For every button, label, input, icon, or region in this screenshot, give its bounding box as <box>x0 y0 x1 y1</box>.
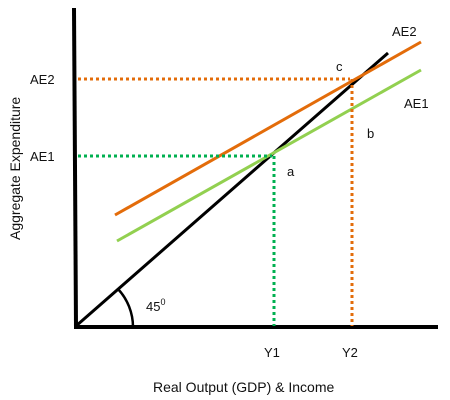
y-tick-ae2: AE2 <box>30 72 55 87</box>
point-b-label: b <box>367 126 374 141</box>
angle-degree: 0 <box>160 297 165 307</box>
angle-value: 45 <box>146 299 160 314</box>
x-tick-y1: Y1 <box>264 345 280 360</box>
point-a-label: a <box>287 164 295 179</box>
angle-label: 450 <box>146 297 165 314</box>
y-axis <box>72 7 78 328</box>
x-tick-y2: Y2 <box>342 345 358 360</box>
ae1-line <box>116 68 422 243</box>
angle-arc <box>117 288 135 328</box>
ae2-line <box>114 40 422 217</box>
point-c-label: c <box>336 59 343 74</box>
y-axis-title: Aggregate Expenditure <box>7 97 23 240</box>
ae2-line-label: AE2 <box>392 24 417 39</box>
y-tick-ae1: AE1 <box>30 149 55 164</box>
forty-five-degree-line <box>75 51 389 328</box>
x-axis-title: Real Output (GDP) & Income <box>153 379 335 395</box>
ae1-line-label: AE1 <box>404 96 429 111</box>
